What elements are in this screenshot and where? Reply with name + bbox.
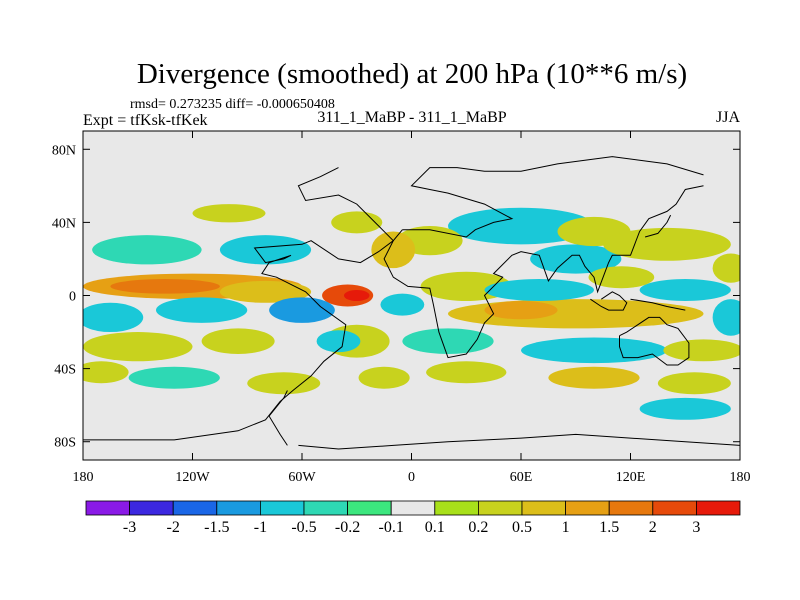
colorbar-label: -1.5 <box>204 519 229 536</box>
field-blob-41 <box>380 293 425 316</box>
x-tick-label: 0 <box>408 470 415 485</box>
coastline-0 <box>83 167 395 441</box>
field-blob-32 <box>639 397 731 420</box>
colorbar-label: 0.2 <box>468 519 488 536</box>
colorbar-swatch-10 <box>521 500 566 516</box>
field-blob-11 <box>201 328 275 354</box>
field-blob-15 <box>448 207 594 245</box>
field-blob-8 <box>92 235 202 265</box>
x-tick-label: 60E <box>510 470 533 485</box>
field-blob-3 <box>343 290 370 301</box>
coastline-8 <box>630 298 686 311</box>
divergence-field <box>83 204 740 420</box>
colorbar-swatch-6 <box>347 500 392 516</box>
field-blob-36 <box>588 266 655 289</box>
y-tick-label: 40N <box>52 216 76 231</box>
y-tick-label: 80S <box>54 436 76 451</box>
colorbar-swatch-3 <box>216 500 261 516</box>
field-blob-34 <box>358 366 410 389</box>
colorbar-label: 1 <box>562 519 570 536</box>
colorbar-swatch-7 <box>390 500 436 516</box>
x-tick-label: 120E <box>616 470 646 485</box>
field-blob-12 <box>128 366 220 389</box>
center-subtitle: 311_1_MaBP - 311_1_MaBP <box>317 109 506 126</box>
y-tick-label: 80N <box>52 143 76 158</box>
colorbar-label: 2 <box>649 519 657 536</box>
colorbar-label: 0.1 <box>425 519 445 536</box>
field-blob-10 <box>83 332 193 362</box>
colorbar-label: 1.5 <box>599 519 619 536</box>
field-blob-9 <box>219 235 312 265</box>
x-tick-label: 120W <box>175 470 210 485</box>
colorbar-swatch-12 <box>608 500 654 516</box>
coastline-4 <box>383 185 704 359</box>
colorbar-label: -3 <box>123 519 136 536</box>
field-blob-16 <box>530 244 622 274</box>
coastline-7 <box>644 214 672 238</box>
field-blob-7 <box>269 297 335 323</box>
field-blob-20 <box>371 231 416 269</box>
field-blob-14 <box>247 372 321 395</box>
coastline-1 <box>298 433 740 450</box>
coastline-5 <box>590 291 628 311</box>
field-blob-39 <box>712 253 740 283</box>
field-blob-30 <box>548 366 640 389</box>
colorbar-label: -0.5 <box>291 519 316 536</box>
coastline-6 <box>619 316 690 366</box>
colorbar-swatch-1 <box>129 500 174 516</box>
y-tick-label: 0 <box>69 290 76 305</box>
field-blob-5 <box>83 302 144 333</box>
coastline-2 <box>268 390 288 446</box>
x-tick-label: 180 <box>730 470 751 485</box>
field-blob-31 <box>657 372 731 395</box>
field-blob-1 <box>110 279 220 294</box>
field-blob-4 <box>219 280 312 303</box>
colorbar-swatch-14 <box>696 500 741 516</box>
right-subtitle: JJA <box>716 109 740 126</box>
colorbar-swatch-2 <box>172 500 218 516</box>
colorbar-label: -0.1 <box>379 519 404 536</box>
colorbar-label: -0.2 <box>335 519 360 536</box>
field-blob-29 <box>426 361 507 384</box>
x-tick-label: 60W <box>288 470 316 485</box>
field-blob-25 <box>639 279 731 301</box>
colorbar-label: -2 <box>167 519 180 536</box>
colorbar-label: 3 <box>692 519 700 536</box>
colorbar-swatch-13 <box>652 500 697 516</box>
field-blob-35 <box>316 330 361 353</box>
y-tick-label: 40S <box>54 363 76 378</box>
field-blob-6 <box>156 297 248 323</box>
colorbar-swatch-4 <box>259 500 305 516</box>
colorbar-label: 0.5 <box>512 519 532 536</box>
colorbar: -3 -2 -1.5 -1 -0.5 -0.2 -0.1 0.1 0.2 0.5 1 1.5 2 3 <box>85 500 741 536</box>
field-blob-27 <box>521 337 667 364</box>
axis-ticks: 180 120W 60W 0 60E 120E 180 80N 40N 0 40S 80S <box>52 131 751 485</box>
colorbar-label: -1 <box>254 519 267 536</box>
field-blob-18 <box>603 227 731 261</box>
field-blob-28 <box>663 339 740 362</box>
left-subtitle: Expt = tfKsk-tfKek <box>83 112 208 129</box>
colorbar-swatch-5 <box>303 500 348 516</box>
field-blob-40 <box>712 299 740 336</box>
colorbar-swatch-8 <box>434 500 479 516</box>
x-tick-label: 180 <box>73 470 94 485</box>
colorbar-swatch-9 <box>477 500 523 516</box>
coastline-3 <box>402 156 704 238</box>
chart-title: Divergence (smoothed) at 200 hPa (10**6 … <box>137 58 687 90</box>
field-blob-23 <box>484 300 558 320</box>
field-blob-13 <box>83 361 129 384</box>
colorbar-swatch-11 <box>565 500 610 516</box>
field-blob-24 <box>484 279 594 301</box>
coastline-outlines <box>83 156 740 450</box>
field-blob-22 <box>448 299 704 329</box>
stats-line: rmsd= 0.273235 diff= -0.000650408 <box>130 97 335 112</box>
colorbar-swatch-0 <box>85 500 130 516</box>
field-blob-37 <box>192 204 266 223</box>
